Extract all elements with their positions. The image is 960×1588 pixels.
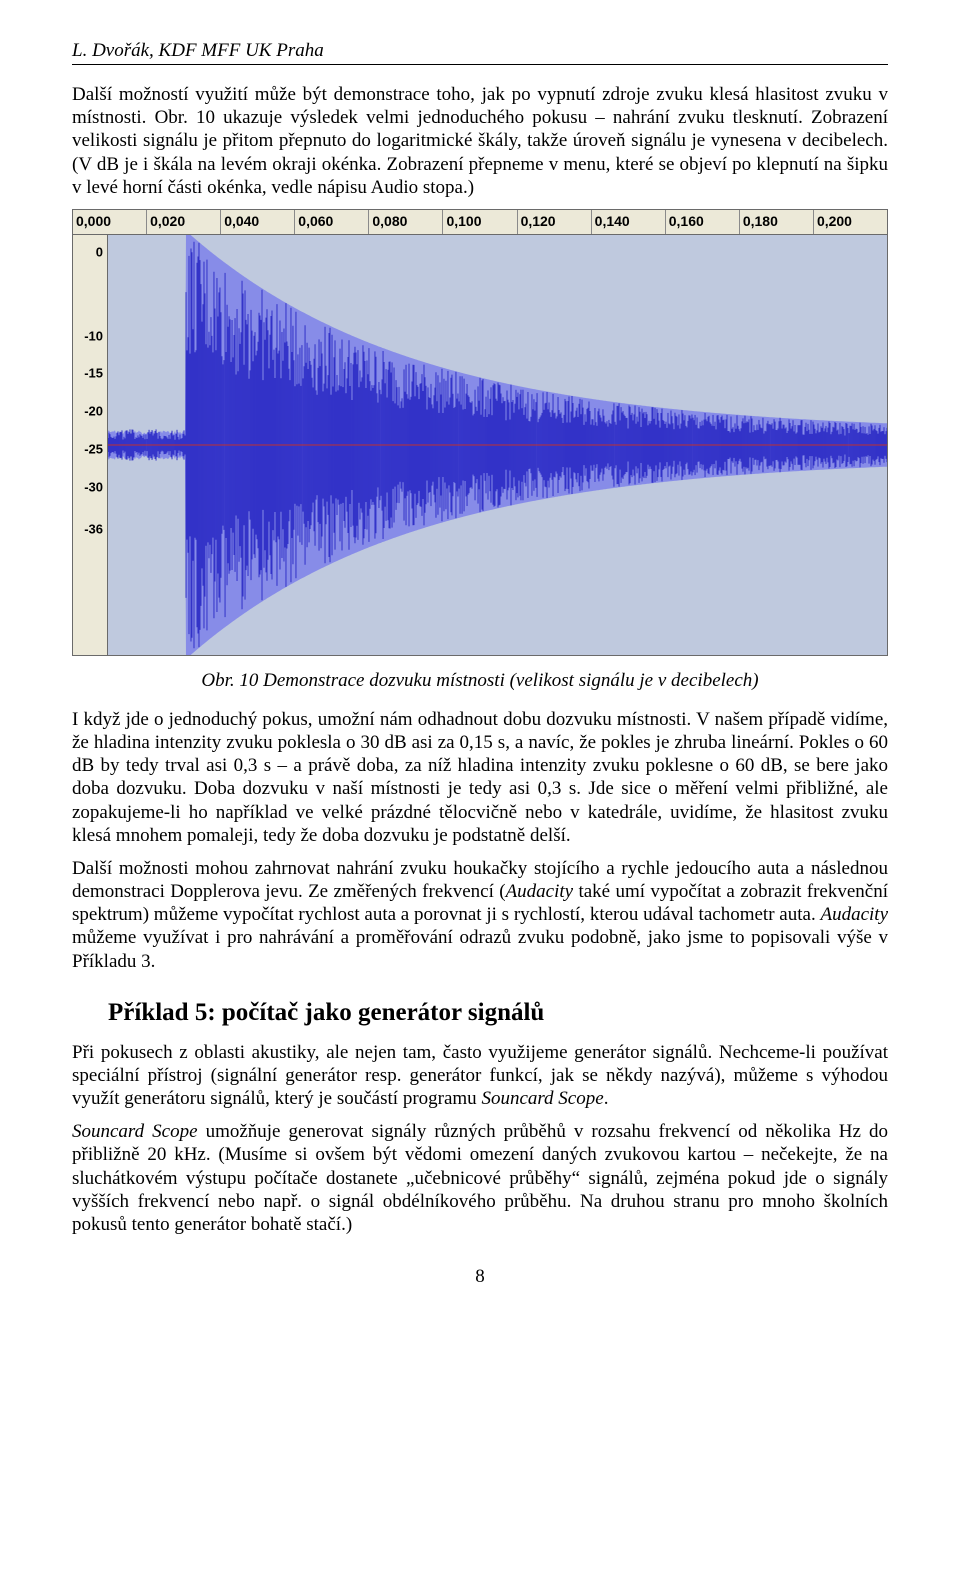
section-heading: Příklad 5: počítač jako generátor signál… <box>108 999 888 1027</box>
db-tick: -25 <box>84 442 103 457</box>
paragraph-4: Při pokusech z oblasti akustiky, ale nej… <box>72 1041 888 1111</box>
time-tick: 0,120 <box>517 210 591 234</box>
italic-soundcard: Souncard Scope <box>481 1088 603 1109</box>
db-tick: -10 <box>84 328 103 343</box>
db-tick: -20 <box>84 404 103 419</box>
time-tick: 0,000 <box>73 210 146 234</box>
db-tick: -30 <box>84 479 103 494</box>
paragraph-1: Další možností využití může být demonstr… <box>72 83 888 199</box>
paragraph-2: I když jde o jednoduchý pokus, umožní ná… <box>72 708 888 847</box>
italic-audacity: Audacity <box>506 881 574 902</box>
time-tick: 0,080 <box>368 210 442 234</box>
text-span: můžeme využívat i pro nahrávání a proměř… <box>72 927 888 971</box>
paragraph-3: Další možnosti mohou zahrnovat nahrání z… <box>72 857 888 973</box>
time-tick: 0,040 <box>220 210 294 234</box>
time-tick: 0,020 <box>146 210 220 234</box>
db-tick: 0 <box>96 244 103 259</box>
page-header: L. Dvořák, KDF MFF UK Praha <box>72 40 888 65</box>
time-tick: 0,060 <box>294 210 368 234</box>
page-number: 8 <box>72 1266 888 1288</box>
time-tick: 0,160 <box>665 210 739 234</box>
text-span: Při pokusech z oblasti akustiky, ale nej… <box>72 1042 888 1109</box>
italic-audacity: Audacity <box>820 904 888 925</box>
db-tick: -15 <box>84 366 103 381</box>
time-tick: 0,200 <box>813 210 887 234</box>
db-scale: 0 -10 -15 -20 -25 -30 -36 <box>73 235 108 655</box>
figure-caption: Obr. 10 Demonstrace dozvuku místnosti (v… <box>72 670 888 692</box>
time-tick: 0,100 <box>442 210 516 234</box>
italic-soundcard: Souncard Scope <box>72 1121 198 1142</box>
db-tick: -36 <box>84 521 103 536</box>
waveform-area <box>108 235 887 655</box>
time-ruler: 0,0000,0200,0400,0600,0800,1000,1200,140… <box>73 210 887 235</box>
time-tick: 0,140 <box>591 210 665 234</box>
text-span: . <box>604 1088 609 1109</box>
time-tick: 0,180 <box>739 210 813 234</box>
waveform-chart: 0,0000,0200,0400,0600,0800,1000,1200,140… <box>72 209 888 656</box>
paragraph-5: Souncard Scope umožňuje generovat signál… <box>72 1120 888 1236</box>
